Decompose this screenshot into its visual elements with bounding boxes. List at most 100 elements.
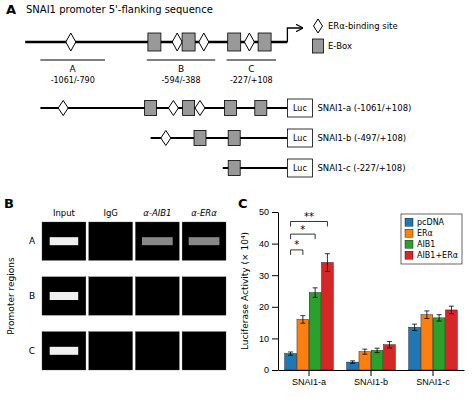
error-bar: [288, 352, 293, 355]
y-tick-mark: [272, 212, 278, 213]
e-box: [255, 101, 267, 116]
y-tick: 0: [264, 365, 278, 375]
x-tick: SNAI1-b: [354, 370, 388, 387]
e-box: [182, 33, 195, 51]
row-label: A: [29, 236, 36, 246]
bar: [421, 315, 433, 370]
legend-label: AIB1: [417, 240, 435, 249]
er-site: [66, 33, 76, 51]
x-tick: SNAI1-a: [292, 370, 326, 387]
panel-b: BInputIgGα-AIB1α-ERαABCPromoter regions: [4, 196, 226, 370]
y-tick-label: 50: [259, 207, 269, 217]
e-box: [145, 101, 157, 116]
legend: pcDNAERαAIB1AIB1+ERα: [401, 214, 462, 264]
bracket: [291, 234, 316, 239]
column-label: α-AIB1: [143, 208, 171, 218]
x-tick: SNAI1-c: [416, 370, 450, 387]
legend-label: ERα-binding site: [328, 21, 398, 31]
panel-label: B: [4, 196, 14, 211]
e-box: [228, 33, 241, 51]
gel-lane: [182, 277, 226, 315]
panel-a: ASNAI1 promoter 5'-flanking sequenceA-10…: [6, 2, 411, 177]
gel-band: [50, 292, 79, 300]
gel-lane: [89, 277, 133, 315]
e-box: [228, 131, 240, 146]
y-axis-title: Luciferase Activity (× 10⁴): [240, 232, 250, 350]
y-tick-label: 0: [264, 365, 269, 375]
construct-name: SNAI1-a (-1061/+108): [317, 103, 411, 113]
luc-box: [287, 99, 312, 117]
error-bar: [437, 315, 442, 321]
er-site: [244, 33, 254, 51]
x-tick-mark: [309, 370, 310, 376]
region-coord: -227/+108: [230, 76, 273, 85]
gel-lane: [42, 222, 86, 260]
column-label: IgG: [103, 208, 118, 218]
x-axis: SNAI1-a SNAI1-b SNAI1-c: [279, 370, 465, 387]
x-tick-label: SNAI1-a: [292, 377, 326, 387]
e-box: [258, 33, 271, 51]
error-bar: [313, 288, 318, 297]
y-tick: 50: [259, 207, 278, 217]
y-tick-mark: [272, 338, 278, 339]
tss-arrow: [287, 28, 302, 42]
gel-band: [50, 237, 79, 245]
region-coord: -594/-388: [161, 76, 200, 85]
bracket-label: *: [294, 239, 299, 250]
bar: [446, 310, 458, 370]
y-tick: 20: [259, 302, 278, 312]
bracket: [291, 221, 328, 226]
error-bar: [387, 342, 392, 348]
region-underline: [40, 60, 105, 61]
er-site: [168, 101, 178, 116]
construct: LucSNAI1-b (-497/+108): [151, 129, 407, 147]
gel-lane: [42, 332, 86, 370]
bar: [371, 350, 383, 370]
y-tick: 10: [259, 334, 278, 344]
er-site: [314, 19, 323, 33]
bar: [384, 345, 396, 370]
bar: [309, 293, 321, 370]
construct: LucSNAI1-a (-1061/+108): [40, 99, 411, 117]
e-box: [224, 101, 236, 116]
legend-swatch: [405, 251, 413, 259]
y-axis-line: [278, 213, 279, 371]
region-label: A: [70, 64, 77, 74]
bar: [409, 327, 421, 370]
construct-name: SNAI1-b (-497/+108): [317, 133, 406, 143]
legend-label: E-Box: [328, 41, 352, 51]
region-coord: -1061/-790: [51, 76, 95, 85]
region-label: B: [178, 64, 184, 74]
plot-area: [285, 254, 458, 370]
bracket: [291, 250, 303, 255]
gel-lane: [135, 222, 179, 260]
error-bar: [325, 254, 330, 272]
er-site: [199, 33, 209, 51]
gel-lane: [89, 222, 133, 260]
gel-band: [50, 347, 79, 355]
error-bar: [449, 306, 454, 314]
e-box: [148, 33, 161, 51]
bar: [322, 263, 334, 370]
error-bar: [424, 311, 429, 319]
bar-series: [322, 254, 458, 370]
e-box: [313, 39, 324, 53]
error-bar: [375, 348, 380, 352]
y-tick-label: 20: [259, 302, 269, 312]
error-bar: [362, 349, 367, 354]
gel-band: [189, 237, 220, 245]
x-tick-mark: [371, 370, 372, 376]
bar: [297, 319, 309, 370]
er-site: [172, 33, 182, 51]
panel-c: C01020304050SNAI1-aSNAI1-bSNAI1-cLucifer…: [238, 196, 465, 387]
gel-lane: [182, 222, 226, 260]
gel-lane: [182, 332, 226, 370]
er-site: [58, 101, 68, 116]
y-tick-mark: [272, 275, 278, 276]
y-tick-label: 30: [259, 271, 269, 281]
luc-label: Luc: [293, 164, 307, 173]
construct-name: SNAI1-c (-227/+108): [317, 163, 405, 173]
x-tick-mark: [433, 370, 434, 376]
bracket-label: *: [300, 224, 305, 235]
column-label: α-ERα: [191, 208, 217, 218]
